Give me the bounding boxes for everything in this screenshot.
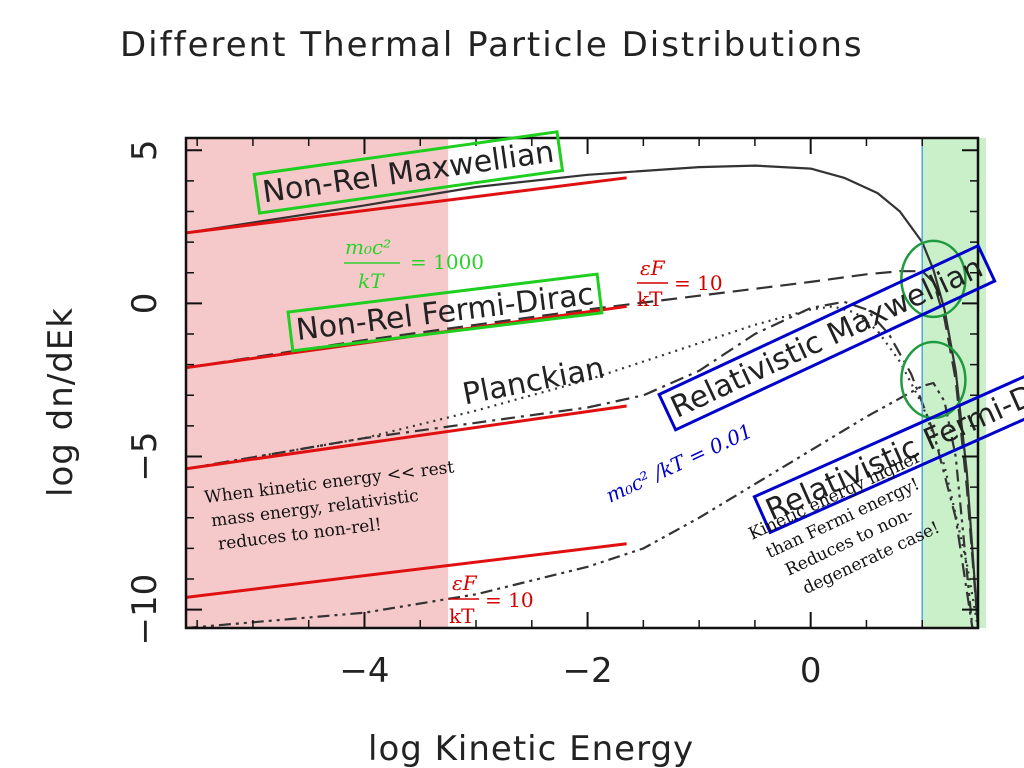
x-tick-label: −4 [339, 651, 389, 691]
series-line-2 [186, 270, 978, 628]
series-line-1 [186, 164, 978, 628]
y-tick-label: 5 [125, 139, 165, 161]
curve-layer [186, 164, 978, 628]
plot-frame [184, 136, 980, 630]
fermi-top-rhs: = 10 [674, 271, 723, 295]
fermi-bottom-rhs: = 10 [485, 588, 534, 612]
series-line-4 [186, 300, 974, 628]
y-axis-label: log dn/dEk [41, 307, 81, 497]
fermi-ratio-bottom: εF kT = 10 [449, 571, 534, 628]
fermi-top-numerator: εF [640, 256, 666, 280]
curve-label-box-2 [286, 272, 604, 353]
curve-label-group-3: Planckian [460, 351, 607, 413]
fermi-bottom-numerator: εF [452, 571, 478, 595]
series-line-5 [186, 381, 974, 628]
rest-mass-ratio: m₀c² kT = 1000 [344, 235, 484, 293]
x-tick-label: 0 [800, 651, 822, 691]
rel-ratio: m₀c² /kT = 0.01 [602, 419, 756, 508]
tick-layer: −4 −2 0 5 0 −5 −10 [125, 138, 979, 691]
rest-mass-numerator: m₀c² [345, 235, 391, 259]
fermi-bottom-denominator: kT [449, 604, 475, 628]
curve-label-box-1 [252, 130, 565, 215]
y-tick-label: 0 [125, 293, 165, 315]
curve-label-box-4 [657, 243, 997, 432]
chart-title: Different Thermal Particle Distributions [120, 25, 864, 65]
curve-label-box-5 [752, 349, 1024, 535]
highlight-circle-1 [900, 239, 967, 319]
region-layer [186, 138, 986, 628]
asymptote-line-1 [186, 176, 627, 235]
fermi-ratio-top: εF kT = 10 [637, 256, 723, 311]
nonrelativistic-region [186, 138, 449, 628]
y-tick-label: −10 [125, 574, 165, 646]
asymptote-line-4 [186, 542, 627, 599]
rest-mass-rhs: = 1000 [410, 250, 484, 274]
x-axis-label: log Kinetic Energy [368, 729, 694, 768]
y-tick-label: −5 [125, 431, 165, 481]
curve-label-3: Planckian [460, 351, 607, 413]
x-tick-label: −2 [563, 651, 613, 691]
rest-mass-denominator: kT [358, 269, 385, 293]
fermi-top-denominator: kT [637, 287, 663, 311]
asymptote-line-3 [186, 404, 627, 471]
